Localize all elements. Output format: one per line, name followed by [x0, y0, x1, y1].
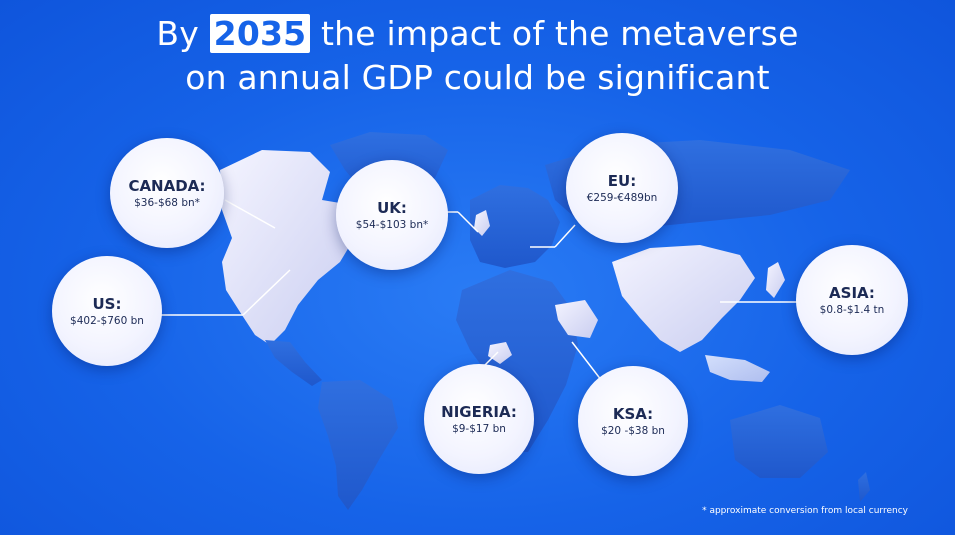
region-name: UK:	[377, 198, 407, 217]
australia-shape	[730, 405, 828, 478]
new-zealand-shape	[858, 472, 870, 502]
bubble-uk: UK: $54-$103 bn*	[336, 160, 448, 270]
region-name: EU:	[607, 171, 637, 190]
connector-eu	[554, 224, 576, 248]
central-america-shape	[265, 340, 322, 386]
region-value: $0.8-$1.4 tn	[819, 303, 885, 316]
bubble-nigeria: NIGERIA: $9-$17 bn	[424, 364, 534, 474]
connector-lines	[155, 199, 800, 386]
title-line-2: on annual GDP could be significant	[185, 58, 770, 97]
region-name: NIGERIA:	[441, 402, 517, 421]
africa-shape	[456, 270, 578, 452]
region-value: $20 -$38 bn	[601, 424, 665, 437]
region-name: US:	[92, 294, 122, 313]
southeast-asia-shape	[705, 355, 770, 382]
bubble-ksa: KSA: $20 -$38 bn	[578, 366, 688, 476]
south-america-shape	[318, 380, 398, 510]
region-name: CANADA:	[128, 176, 206, 195]
region-value: $36-$68 bn*	[134, 196, 200, 209]
title-prefix: By	[156, 14, 199, 53]
asia-shape	[612, 245, 755, 352]
ksa-shape	[555, 300, 598, 338]
bubble-asia: ASIA: $0.8-$1.4 tn	[796, 245, 908, 355]
region-value: €259-€489bn	[586, 191, 658, 204]
region-name: ASIA:	[829, 283, 875, 302]
region-value: $54-$103 bn*	[355, 218, 429, 231]
connector-uk-slope	[457, 211, 479, 233]
connector-canada	[224, 199, 276, 229]
title-suffix: the impact of the metaverse	[321, 14, 799, 53]
region-value: $402-$760 bn	[70, 314, 144, 327]
nigeria-shape	[488, 342, 512, 364]
japan-shape	[766, 262, 785, 298]
bubble-eu: EU: €259-€489bn	[566, 133, 678, 243]
title-year-highlight: 2035	[209, 14, 311, 53]
region-value: $9-$17 bn	[452, 422, 506, 435]
region-name: KSA:	[612, 404, 654, 423]
connector-us-slope	[242, 269, 291, 316]
title-line-1: By 2035 the impact of the metaverse	[0, 13, 955, 55]
footnote: * approximate conversion from local curr…	[702, 506, 908, 516]
bubble-us: US: $402-$760 bn	[52, 256, 162, 366]
bubble-canada: CANADA: $36-$68 bn*	[110, 138, 224, 248]
uk-shape	[474, 210, 490, 236]
north-america-shape	[220, 150, 358, 345]
